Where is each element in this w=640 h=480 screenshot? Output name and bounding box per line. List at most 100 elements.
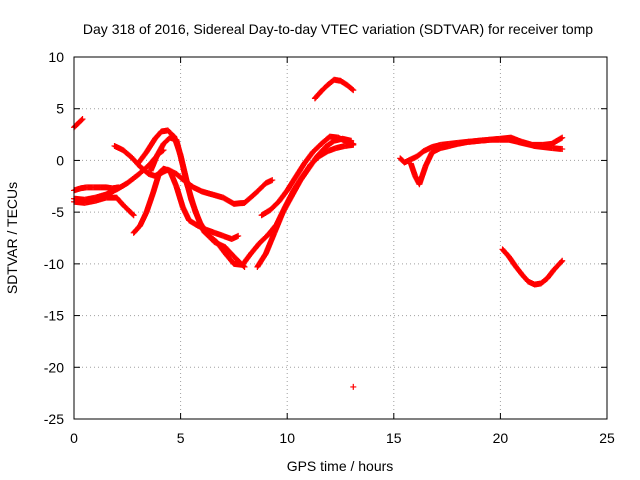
x-tick-label: 15 — [386, 430, 402, 446]
x-tick-label: 5 — [177, 430, 185, 446]
data-track-segment — [289, 179, 303, 199]
data-track-segment — [338, 78, 349, 88]
data-track-segment — [120, 202, 132, 214]
series-track-2 — [71, 184, 122, 194]
data-track-segment — [267, 199, 281, 213]
data-track-segment — [148, 153, 160, 173]
data-track-segment — [263, 177, 275, 186]
data-track-segment — [76, 116, 85, 126]
data-track-segment — [167, 168, 179, 189]
data-point — [350, 383, 357, 390]
series-track-6 — [130, 165, 242, 243]
data-track-segment — [154, 141, 166, 158]
data-track-segment — [513, 263, 525, 277]
data-track-segment — [325, 145, 339, 154]
data-track-segment — [93, 191, 108, 201]
data-track-segment — [240, 251, 254, 267]
data-track-segment — [323, 138, 337, 150]
data-track-segment — [314, 144, 328, 159]
data-track-segment — [231, 260, 245, 268]
data-track-segment — [293, 161, 307, 180]
y-tick-label: -10 — [44, 256, 64, 272]
data-track-segment — [301, 150, 316, 166]
data-track-segment — [229, 233, 241, 242]
data-track-segment — [71, 121, 81, 130]
x-axis-label: GPS time / hours — [287, 458, 394, 474]
x-tick-label: 25 — [599, 430, 615, 446]
data-track-segment — [430, 145, 443, 155]
x-tick-label: 10 — [279, 430, 295, 446]
series-track-13 — [407, 134, 566, 188]
data-track-segment — [232, 199, 247, 207]
data-track-segment — [114, 180, 130, 192]
data-track-segment — [421, 144, 435, 154]
data-track-segment — [253, 180, 269, 196]
data-track-segment — [137, 210, 149, 228]
data-track-segment — [312, 88, 324, 101]
chart-title: Day 318 of 2016, Sidereal Day-to-day VTE… — [83, 21, 593, 37]
data-track-segment — [551, 258, 565, 273]
series-outlier — [350, 383, 357, 390]
data-track-segment — [242, 191, 258, 206]
data-track-segment — [143, 191, 156, 215]
data-track-segment — [135, 150, 149, 166]
data-track-segment — [259, 207, 273, 218]
data-track-segment — [173, 184, 186, 209]
data-track-segment — [214, 240, 228, 256]
series-track-10 — [258, 133, 357, 219]
series-track-4 — [71, 194, 137, 219]
data-track-segment — [104, 194, 119, 201]
data-track-segment — [310, 141, 324, 155]
data-track-segment — [549, 145, 565, 152]
data-track-segment — [248, 241, 262, 256]
data-track-segment — [280, 194, 294, 215]
data-track-segment — [344, 82, 356, 93]
data-track-segment — [150, 170, 162, 196]
data-track-segment — [509, 135, 524, 145]
y-axis-label: SDTVAR / TECUs — [4, 182, 20, 294]
data-track-segment — [500, 247, 512, 259]
data-track-segment — [423, 150, 435, 168]
data-track-segment — [223, 245, 239, 261]
y-tick-label: 0 — [56, 152, 64, 168]
series-track-11 — [311, 76, 357, 102]
data-track-segment — [284, 174, 299, 193]
data-track-segment — [125, 172, 141, 186]
data-track-segment — [344, 139, 356, 147]
data-points — [71, 76, 566, 390]
data-track-segment — [180, 162, 194, 202]
data-track-segment — [127, 208, 136, 218]
data-track-segment — [187, 217, 200, 229]
data-track-segment — [276, 188, 290, 204]
data-track-segment — [257, 232, 271, 246]
data-track-segment — [297, 166, 311, 184]
data-track-segment — [408, 153, 420, 162]
data-track-segment — [112, 143, 125, 153]
data-track-segment — [336, 135, 349, 145]
data-track-segment — [549, 135, 565, 147]
data-track-segment — [532, 280, 543, 288]
plot-frame — [73, 56, 608, 420]
data-track-segment — [319, 82, 330, 94]
data-track-segment — [188, 197, 203, 225]
data-track-segment — [210, 191, 226, 201]
data-track-segment — [221, 195, 236, 207]
y-tick-label: -20 — [44, 359, 64, 375]
data-track-segment — [415, 148, 426, 159]
axes: 0 5 10 15 20 25 -25 -20 -15 -10 -5 0 5 10 — [44, 49, 615, 446]
data-track-segment — [519, 272, 531, 284]
y-tick-label: 10 — [48, 49, 64, 65]
data-track-segment — [541, 141, 554, 148]
data-track-segment — [416, 163, 429, 187]
data-track-segment — [168, 135, 179, 143]
data-track-segment — [114, 195, 126, 208]
data-track-segment — [206, 232, 219, 245]
data-track-segment — [137, 164, 151, 177]
data-track-segment — [223, 251, 237, 266]
y-tick-label: -15 — [44, 308, 64, 324]
y-tick-label: -5 — [52, 204, 65, 220]
data-track-segment — [545, 267, 556, 281]
x-tick-label: 20 — [493, 430, 509, 446]
series-track-9 — [254, 135, 355, 270]
data-track-segment — [152, 129, 164, 141]
